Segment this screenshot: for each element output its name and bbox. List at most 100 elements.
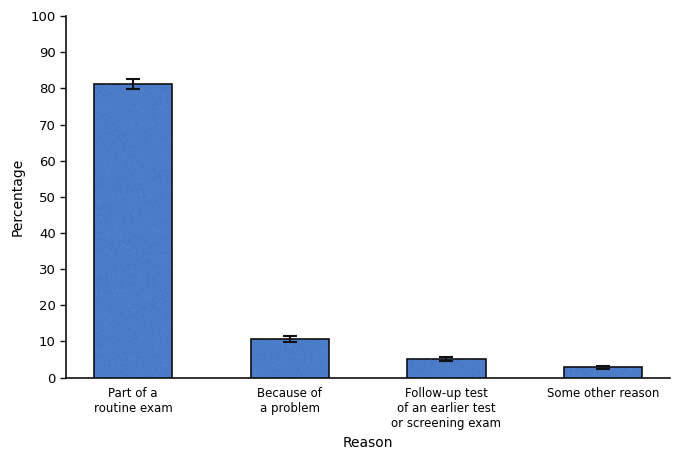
Point xyxy=(152,98,163,106)
Point xyxy=(155,208,165,216)
Point xyxy=(114,242,125,250)
Point xyxy=(106,167,117,175)
Point xyxy=(95,99,106,106)
Point xyxy=(151,362,161,369)
Point xyxy=(114,224,125,231)
Point xyxy=(164,174,175,181)
Point xyxy=(101,330,112,337)
Point xyxy=(117,314,128,322)
Point xyxy=(159,369,170,376)
Point xyxy=(447,361,458,369)
Point xyxy=(161,222,172,230)
Point xyxy=(255,339,266,346)
Point xyxy=(108,317,118,325)
Point xyxy=(321,373,332,380)
Point xyxy=(295,362,306,370)
Point xyxy=(98,152,109,159)
Point xyxy=(618,372,629,379)
Point xyxy=(93,330,104,337)
Point xyxy=(271,363,282,371)
Point xyxy=(157,262,168,269)
Point xyxy=(137,83,148,91)
Point xyxy=(97,232,108,240)
Point xyxy=(121,299,132,306)
Point xyxy=(124,110,135,117)
Point xyxy=(129,274,140,281)
Point xyxy=(138,112,149,119)
Point xyxy=(298,363,308,371)
Point xyxy=(158,367,169,374)
Point xyxy=(157,368,168,375)
Point xyxy=(161,160,172,168)
Point xyxy=(158,234,169,242)
Point xyxy=(105,233,116,241)
Point xyxy=(165,163,176,170)
Bar xyxy=(564,367,642,378)
Point xyxy=(281,356,292,364)
Point xyxy=(110,252,121,260)
Point xyxy=(91,233,101,241)
Point xyxy=(97,205,108,212)
Point xyxy=(148,260,159,268)
Point xyxy=(134,271,145,278)
Point xyxy=(90,333,101,341)
Point xyxy=(318,365,329,372)
Point xyxy=(105,217,116,224)
Point xyxy=(140,269,151,276)
Point xyxy=(127,324,138,331)
Point xyxy=(120,186,131,194)
Point xyxy=(94,357,105,364)
Point xyxy=(284,338,295,346)
Point xyxy=(100,116,111,124)
Point xyxy=(110,134,121,142)
Point xyxy=(119,161,130,169)
Point xyxy=(432,359,443,366)
Point xyxy=(133,159,144,166)
Point xyxy=(129,251,140,259)
Point xyxy=(131,176,142,183)
Point xyxy=(151,322,161,329)
Point xyxy=(110,225,121,232)
Point xyxy=(126,142,137,149)
Point xyxy=(165,301,176,308)
Point xyxy=(150,119,161,126)
Point xyxy=(127,167,138,174)
Point xyxy=(121,347,131,354)
Point xyxy=(101,308,112,316)
Point xyxy=(138,152,149,159)
Point xyxy=(114,281,125,288)
Point xyxy=(120,304,131,311)
Point xyxy=(106,218,117,225)
Point xyxy=(154,139,165,146)
Point xyxy=(149,156,160,164)
Point xyxy=(133,274,144,281)
Y-axis label: Percentage: Percentage xyxy=(11,158,25,236)
Point xyxy=(128,367,139,374)
Point xyxy=(113,225,124,233)
Point xyxy=(100,146,111,153)
Point xyxy=(102,118,113,125)
Point xyxy=(150,209,161,217)
Point xyxy=(305,345,316,352)
Point xyxy=(590,368,601,375)
Point xyxy=(95,113,106,120)
Point xyxy=(97,336,108,343)
Point xyxy=(164,191,175,198)
Point xyxy=(101,117,112,124)
Point xyxy=(142,155,153,163)
Point xyxy=(131,246,142,253)
Point xyxy=(566,370,577,377)
Point xyxy=(131,326,142,334)
Point xyxy=(159,224,170,231)
Point xyxy=(112,179,123,187)
Point xyxy=(101,87,112,94)
Point xyxy=(96,212,107,219)
Point xyxy=(101,360,112,367)
Point xyxy=(105,288,116,296)
Point xyxy=(309,366,320,373)
Point xyxy=(102,365,113,372)
Point xyxy=(161,210,172,217)
Point xyxy=(129,351,140,359)
Point xyxy=(148,154,159,161)
Point xyxy=(300,351,311,358)
